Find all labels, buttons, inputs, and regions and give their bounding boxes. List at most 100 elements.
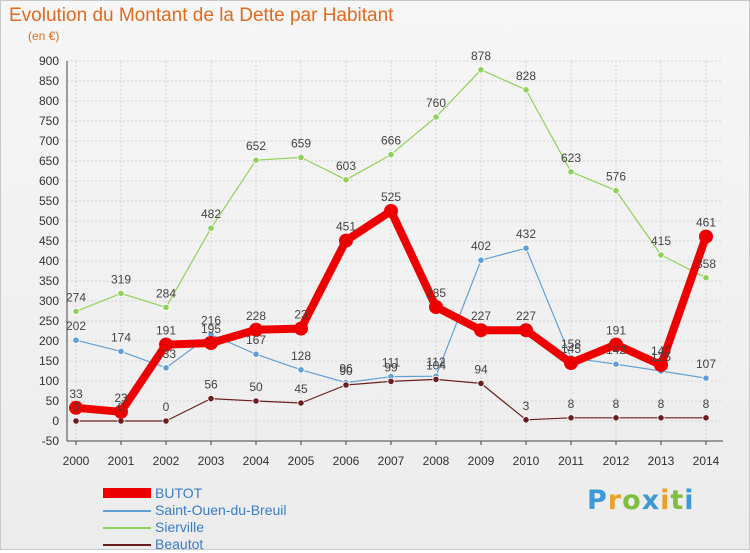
data-label: 112: [426, 355, 445, 369]
data-label: 284: [156, 286, 176, 300]
data-label: 133: [156, 347, 176, 361]
data-label: 0: [163, 400, 170, 414]
y-tick-label: 600: [39, 174, 59, 188]
data-label: 228: [246, 309, 266, 323]
data-point: [387, 377, 395, 385]
data-label: 99: [384, 360, 398, 374]
data-label: 145: [561, 342, 581, 356]
data-label: 285: [426, 286, 446, 300]
data-label: 191: [156, 324, 176, 338]
data-point: [252, 397, 260, 405]
data-label: 23: [294, 308, 308, 322]
data-point: [477, 66, 485, 74]
y-tick-label: 550: [39, 194, 59, 208]
data-point: [297, 366, 305, 374]
data-point: [69, 400, 83, 415]
x-tick-label: 2000: [63, 454, 90, 468]
x-tick-label: 2013: [648, 454, 675, 468]
data-point: [612, 414, 620, 422]
data-label: 482: [201, 207, 221, 221]
data-point: [162, 417, 170, 425]
data-label: 358: [696, 257, 716, 271]
data-label: 227: [471, 309, 491, 323]
data-label: 191: [606, 324, 626, 338]
data-point: [207, 224, 215, 232]
data-point: [657, 251, 665, 259]
data-point: [429, 300, 443, 314]
data-label: 128: [291, 349, 311, 363]
data-point: [162, 364, 170, 372]
legend-swatch-butot: [103, 488, 151, 498]
data-label: 0: [118, 400, 125, 414]
data-point: [297, 399, 305, 407]
data-label: 174: [111, 330, 131, 344]
data-point: [702, 374, 710, 382]
data-point: [159, 337, 173, 352]
x-tick-label: 2002: [153, 454, 180, 468]
data-point: [609, 337, 623, 352]
data-point: [522, 244, 530, 252]
data-point: [567, 168, 575, 176]
x-tick-label: 2003: [198, 454, 225, 468]
y-tick-label: 650: [39, 154, 59, 168]
legend-item-saint-ouen-du-breuil: Saint-Ouen-du-Breuil: [103, 502, 363, 519]
data-label: 167: [246, 333, 266, 347]
data-label: 111: [382, 356, 401, 370]
data-label: 227: [516, 309, 536, 323]
y-tick-label: 450: [39, 234, 59, 248]
y-tick-label: 800: [39, 94, 59, 108]
data-label: 402: [471, 239, 491, 253]
data-label: 50: [249, 380, 263, 394]
x-tick-label: 2009: [468, 454, 495, 468]
data-label: 576: [606, 170, 626, 184]
x-tick-label: 2006: [333, 454, 360, 468]
legend-swatch-beautot: [103, 544, 151, 546]
data-point: [702, 274, 710, 282]
data-point: [342, 176, 350, 184]
x-tick-label: 2011: [558, 454, 584, 468]
data-label: 461: [696, 216, 716, 230]
data-point: [477, 379, 485, 387]
data-label: 432: [516, 227, 536, 241]
data-label: 525: [381, 190, 401, 204]
legend-label-butot: BUTOT: [155, 485, 203, 501]
data-point: [72, 336, 80, 344]
data-point: [699, 229, 713, 244]
data-point: [249, 322, 263, 337]
data-label: 666: [381, 134, 401, 148]
data-point: [564, 356, 578, 370]
data-point: [72, 417, 80, 425]
y-tick-label: 350: [39, 274, 59, 288]
data-point: [162, 303, 170, 311]
data-label: 90: [339, 364, 353, 378]
data-point: [432, 113, 440, 121]
data-point: [207, 394, 215, 403]
data-label: 216: [201, 314, 221, 328]
legend-item-butot: BUTOT: [103, 485, 363, 502]
legend-swatch-saint-ouen-du-breuil: [103, 510, 151, 512]
x-tick-label: 2014: [693, 454, 720, 468]
data-label: 0: [73, 400, 80, 414]
y-tick-label: 50: [46, 394, 60, 408]
y-tick-label: 400: [39, 254, 59, 268]
data-point: [519, 323, 533, 338]
data-point: [477, 256, 485, 264]
data-label: 107: [696, 357, 716, 371]
data-label: 8: [568, 397, 575, 411]
data-point: [702, 414, 710, 422]
data-point: [114, 404, 128, 419]
data-label: 603: [336, 159, 356, 173]
data-label: 659: [291, 136, 311, 150]
data-point: [387, 151, 395, 159]
y-tick-label: 900: [39, 54, 59, 68]
legend: BUTOT Saint-Ouen-du-Breuil Sierville Bea…: [103, 485, 363, 553]
data-point: [342, 381, 350, 389]
data-label: 3: [523, 399, 530, 413]
data-point: [654, 358, 668, 372]
data-label: 274: [66, 290, 86, 304]
x-tick-label: 2007: [378, 454, 405, 468]
x-tick-label: 2008: [423, 454, 450, 468]
legend-label-beautot: Beautot: [155, 536, 204, 552]
